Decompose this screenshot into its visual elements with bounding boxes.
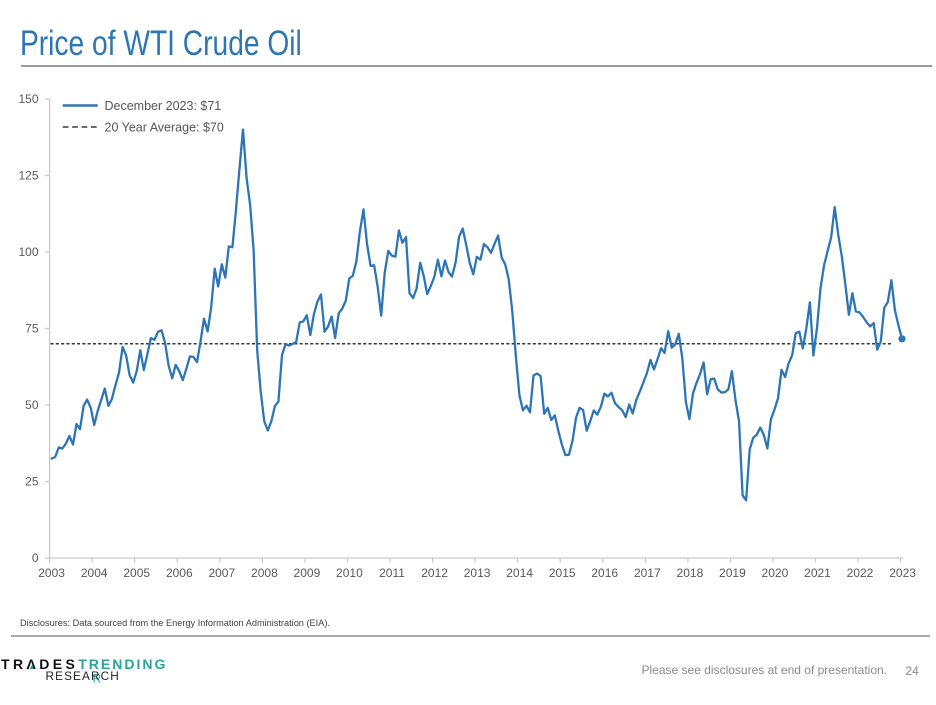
svg-text:50: 50: [25, 398, 39, 412]
svg-text:December 2023: $71: December 2023: $71: [105, 99, 222, 113]
svg-text:2007: 2007: [208, 566, 235, 580]
svg-text:20 Year Average: $70: 20 Year Average: $70: [105, 121, 224, 135]
svg-text:125: 125: [18, 169, 38, 183]
svg-text:2019: 2019: [719, 566, 746, 580]
svg-text:2005: 2005: [123, 566, 150, 580]
svg-text:0: 0: [32, 551, 39, 565]
svg-text:75: 75: [25, 322, 39, 336]
svg-text:2011: 2011: [379, 566, 405, 580]
svg-text:25: 25: [25, 475, 39, 489]
svg-text:2020: 2020: [762, 566, 789, 580]
svg-text:2015: 2015: [549, 566, 576, 580]
svg-text:100: 100: [18, 245, 38, 259]
svg-text:2016: 2016: [591, 566, 618, 580]
svg-text:2008: 2008: [251, 566, 278, 580]
svg-text:2014: 2014: [506, 566, 533, 580]
svg-text:2023: 2023: [889, 566, 916, 580]
svg-text:2012: 2012: [421, 566, 448, 580]
svg-text:2003: 2003: [38, 566, 65, 580]
svg-text:2006: 2006: [166, 566, 193, 580]
svg-text:2010: 2010: [336, 566, 363, 580]
svg-text:2017: 2017: [634, 566, 661, 580]
svg-text:2013: 2013: [464, 566, 491, 580]
svg-text:2004: 2004: [81, 566, 108, 580]
svg-text:150: 150: [18, 92, 38, 106]
svg-text:2022: 2022: [847, 566, 874, 580]
svg-text:2018: 2018: [677, 566, 704, 580]
svg-text:2009: 2009: [294, 566, 321, 580]
svg-text:2021: 2021: [804, 566, 831, 580]
